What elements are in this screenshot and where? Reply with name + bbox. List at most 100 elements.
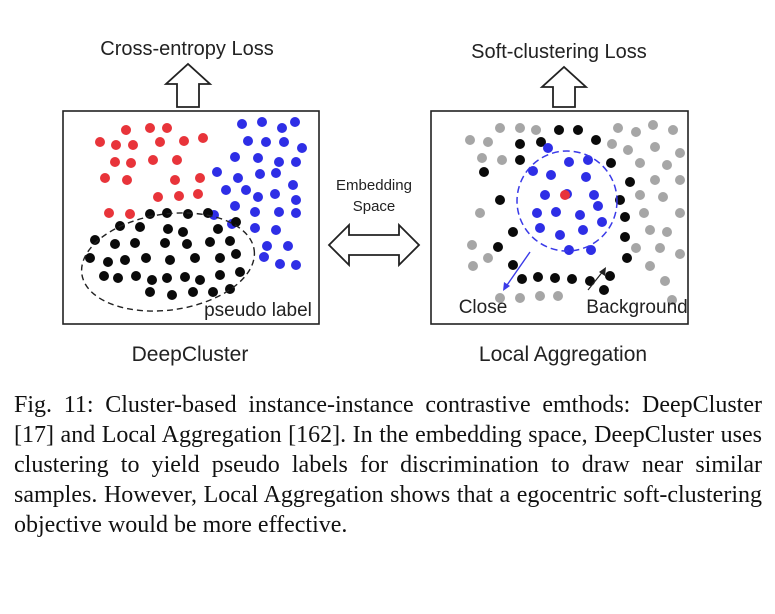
black-sample-dot bbox=[620, 212, 630, 222]
blue-sample-dot bbox=[253, 153, 263, 163]
gray-background-dot bbox=[635, 158, 645, 168]
blue-neighbor-dot bbox=[589, 190, 599, 200]
red-sample-dot bbox=[122, 175, 132, 185]
gray-background-dot bbox=[662, 160, 672, 170]
blue-sample-dot bbox=[250, 223, 260, 233]
blue-neighbor-dot bbox=[581, 172, 591, 182]
gray-background-dot bbox=[515, 293, 525, 303]
red-sample-dot bbox=[155, 137, 165, 147]
red-sample-dot bbox=[110, 157, 120, 167]
gray-background-dot bbox=[645, 225, 655, 235]
blue-sample-dot bbox=[253, 192, 263, 202]
black-sample-dot bbox=[183, 209, 193, 219]
black-sample-dot bbox=[145, 287, 155, 297]
red-sample-dot bbox=[95, 137, 105, 147]
blue-neighbor-dot bbox=[551, 207, 561, 217]
blue-sample-dot bbox=[250, 207, 260, 217]
black-sample-dot bbox=[163, 224, 173, 234]
blue-sample-dot bbox=[259, 252, 269, 262]
black-sample-dot bbox=[113, 273, 123, 283]
black-sample-dot bbox=[215, 270, 225, 280]
blue-neighbor-dot bbox=[586, 245, 596, 255]
black-sample-dot bbox=[213, 224, 223, 234]
red-sample-dot bbox=[145, 123, 155, 133]
gray-background-dot bbox=[531, 125, 541, 135]
blue-sample-dot bbox=[274, 157, 284, 167]
double-arrow-icon bbox=[327, 222, 421, 268]
black-sample-dot bbox=[208, 287, 218, 297]
left-panel-dots bbox=[85, 117, 307, 300]
right-method-label: Local Aggregation bbox=[479, 343, 647, 366]
black-sample-dot bbox=[205, 237, 215, 247]
red-sample-dot bbox=[172, 155, 182, 165]
black-sample-dot bbox=[591, 135, 601, 145]
blue-neighbor-dot bbox=[555, 230, 565, 240]
black-sample-dot bbox=[517, 274, 527, 284]
gray-background-dot bbox=[660, 276, 670, 286]
gray-background-dot bbox=[623, 145, 633, 155]
blue-neighbor-dot bbox=[578, 225, 588, 235]
blue-sample-dot bbox=[275, 259, 285, 269]
black-sample-dot bbox=[599, 285, 609, 295]
blue-sample-dot bbox=[230, 152, 240, 162]
blue-sample-dot bbox=[221, 185, 231, 195]
black-sample-dot bbox=[625, 177, 635, 187]
blue-neighbor-dot bbox=[583, 155, 593, 165]
black-sample-dot bbox=[178, 227, 188, 237]
blue-neighbor-dot bbox=[535, 223, 545, 233]
black-sample-dot bbox=[180, 272, 190, 282]
gray-background-dot bbox=[483, 137, 493, 147]
blue-sample-dot bbox=[261, 137, 271, 147]
gray-background-dot bbox=[465, 135, 475, 145]
blue-sample-dot bbox=[241, 185, 251, 195]
black-sample-dot bbox=[554, 125, 564, 135]
blue-neighbor-dot bbox=[564, 245, 574, 255]
black-sample-dot bbox=[508, 227, 518, 237]
red-sample-dot bbox=[121, 125, 131, 135]
red-sample-dot bbox=[125, 209, 135, 219]
close-annotation: Close bbox=[459, 297, 508, 318]
black-sample-dot bbox=[145, 209, 155, 219]
gray-background-dot bbox=[675, 249, 685, 259]
gray-background-dot bbox=[675, 148, 685, 158]
red-sample-dot bbox=[162, 123, 172, 133]
red-anchor-dot bbox=[560, 190, 570, 200]
black-sample-dot bbox=[85, 253, 95, 263]
blue-neighbor-dot bbox=[528, 166, 538, 176]
black-sample-dot bbox=[231, 217, 241, 227]
blue-sample-dot bbox=[288, 180, 298, 190]
blue-sample-dot bbox=[291, 260, 301, 270]
black-sample-dot bbox=[99, 271, 109, 281]
gray-background-dot bbox=[477, 153, 487, 163]
gray-background-dot bbox=[613, 123, 623, 133]
red-sample-dot bbox=[148, 155, 158, 165]
right-up-arrow-icon bbox=[539, 65, 589, 108]
gray-background-dot bbox=[635, 190, 645, 200]
black-sample-dot bbox=[225, 236, 235, 246]
gray-background-dot bbox=[631, 127, 641, 137]
black-sample-dot bbox=[120, 255, 130, 265]
blue-sample-dot bbox=[257, 117, 267, 127]
blue-neighbor-dot bbox=[546, 170, 556, 180]
gray-background-dot bbox=[645, 261, 655, 271]
black-sample-dot bbox=[90, 235, 100, 245]
red-sample-dot bbox=[126, 158, 136, 168]
red-sample-dot bbox=[153, 192, 163, 202]
background-pointer-arrowhead bbox=[599, 267, 606, 276]
black-sample-dot bbox=[493, 242, 503, 252]
blue-sample-dot bbox=[237, 119, 247, 129]
blue-sample-dot bbox=[262, 241, 272, 251]
gray-background-dot bbox=[495, 123, 505, 133]
gray-background-dot bbox=[655, 243, 665, 253]
right-loss-label: Soft-clustering Loss bbox=[471, 41, 647, 63]
gray-background-dot bbox=[515, 123, 525, 133]
black-sample-dot bbox=[567, 274, 577, 284]
red-sample-dot bbox=[128, 140, 138, 150]
black-sample-dot bbox=[162, 273, 172, 283]
blue-neighbor-dot bbox=[597, 217, 607, 227]
red-sample-dot bbox=[193, 189, 203, 199]
blue-neighbor-dot bbox=[575, 210, 585, 220]
close-pointer-line bbox=[504, 251, 531, 289]
blue-sample-dot bbox=[291, 157, 301, 167]
black-sample-dot bbox=[135, 222, 145, 232]
